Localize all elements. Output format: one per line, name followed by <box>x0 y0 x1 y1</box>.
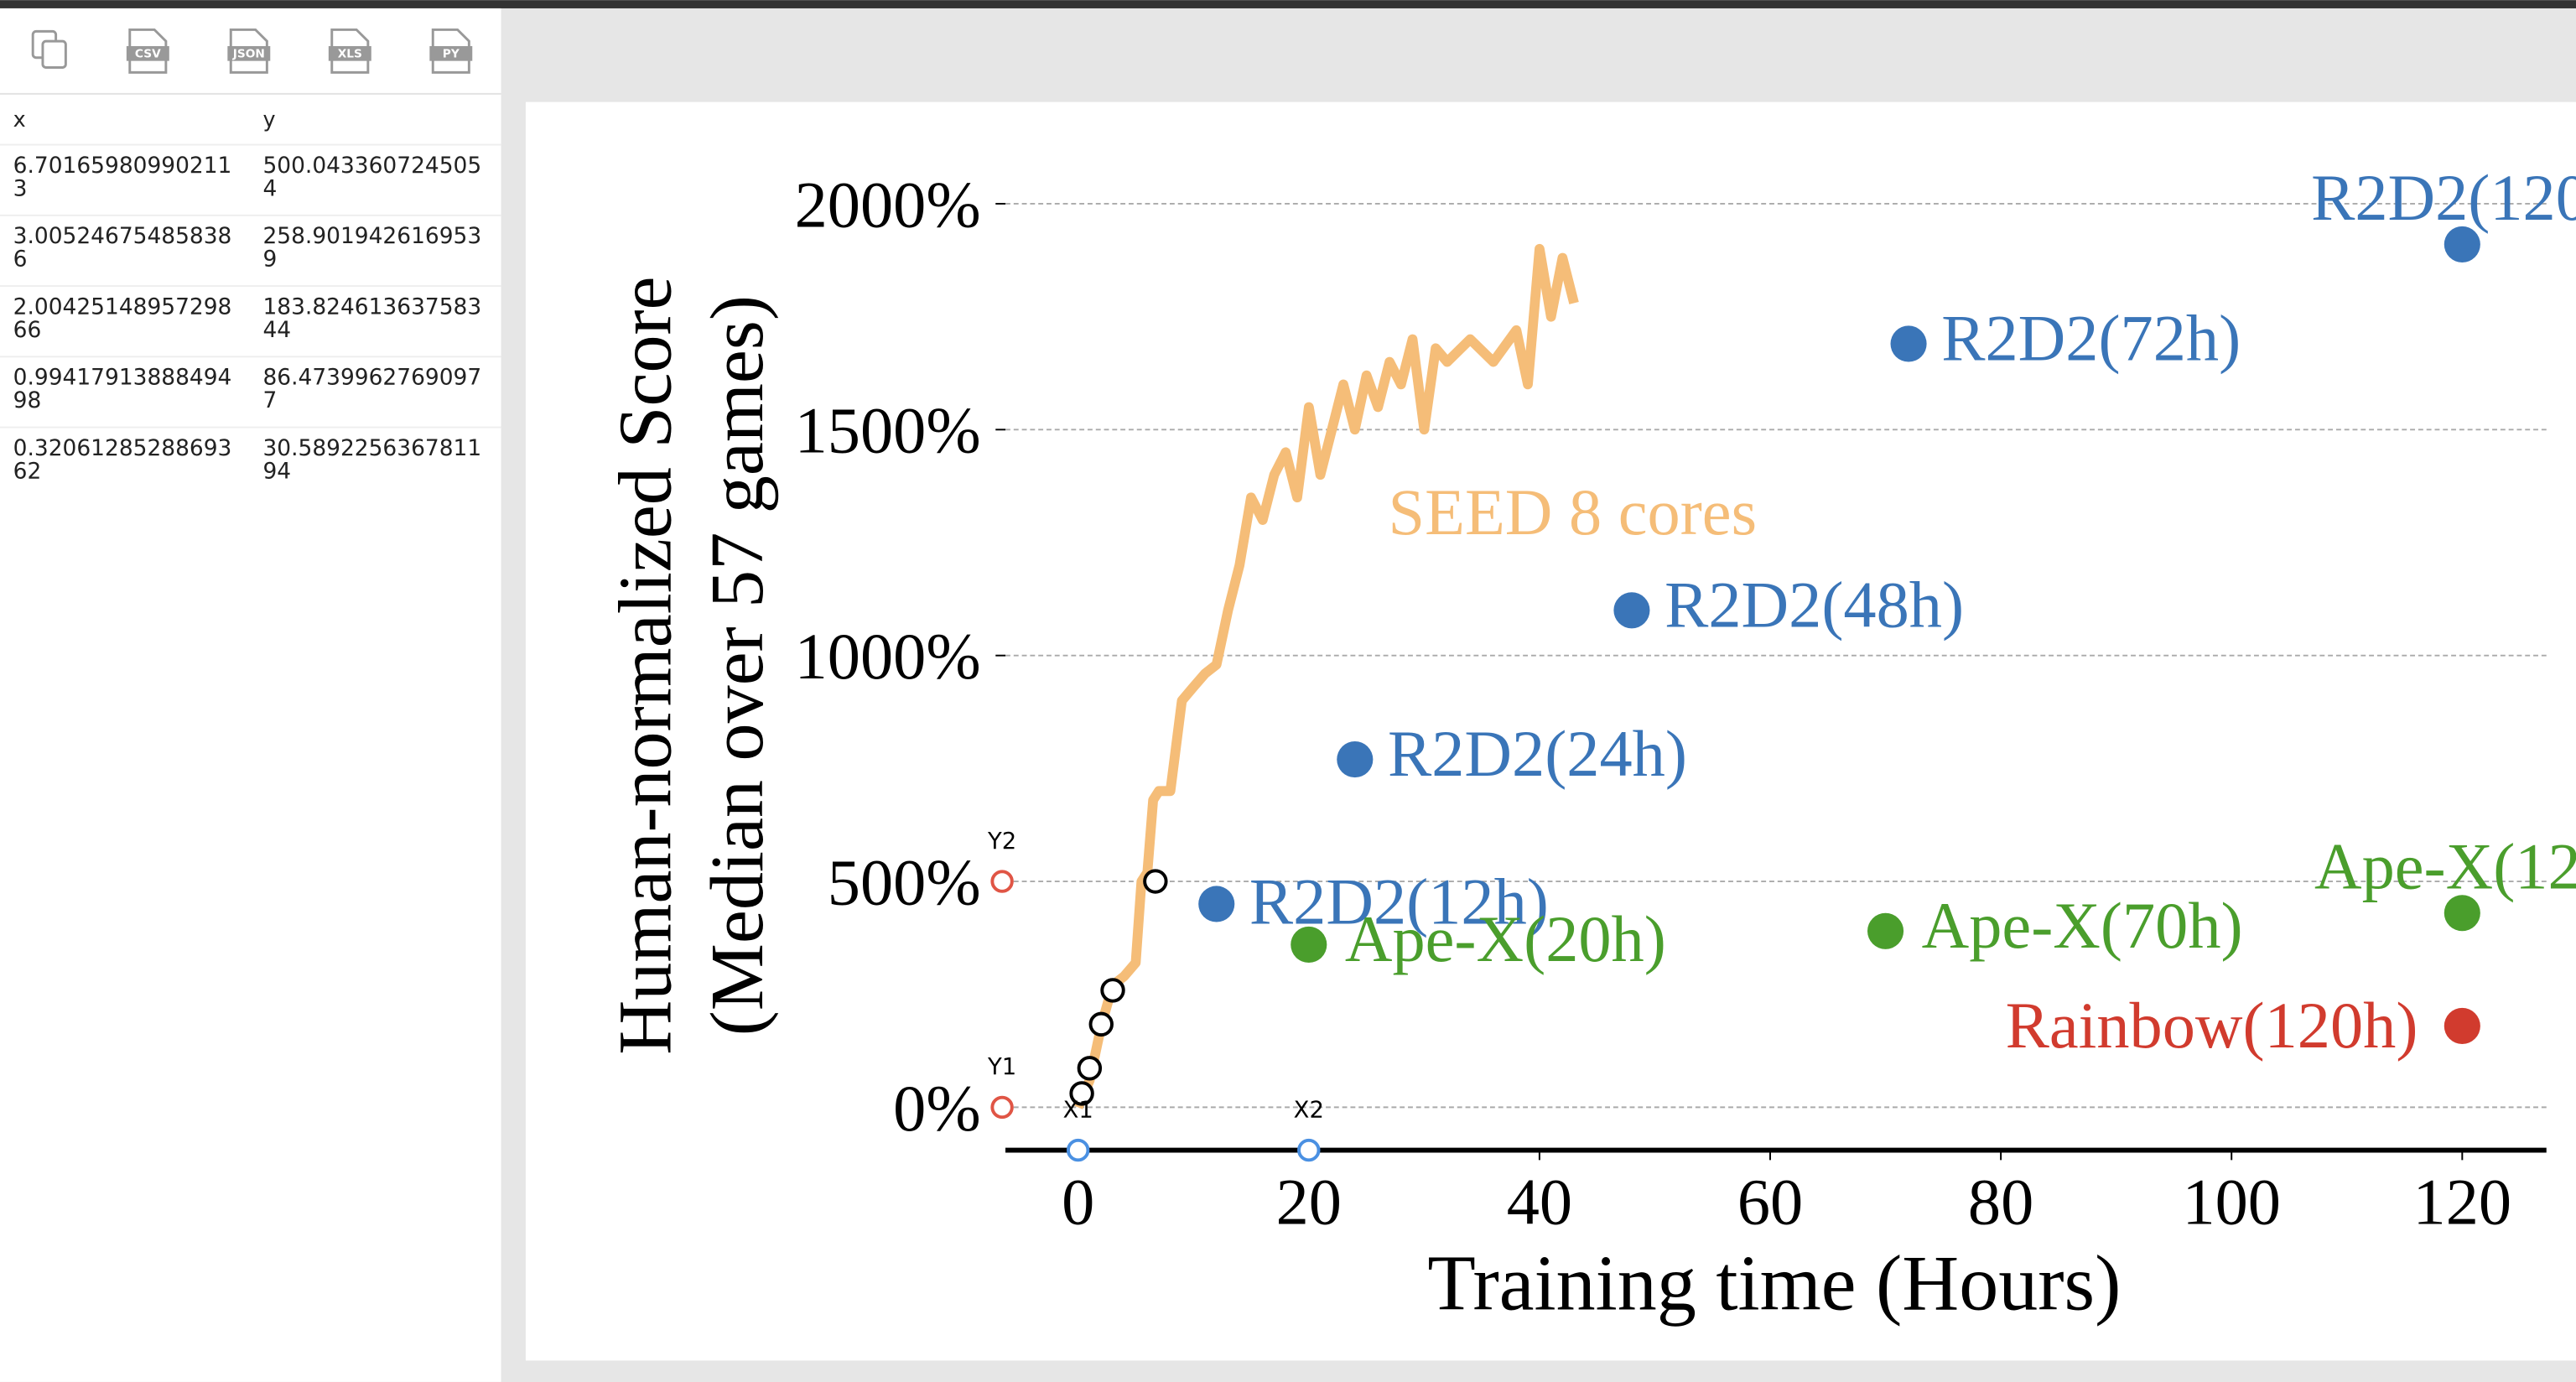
calibration-label: X2 <box>1294 1097 1324 1123</box>
cell: 30.5892256367811 94 <box>262 435 481 484</box>
data-point <box>1890 325 1927 362</box>
cell: 183.824613637583 44 <box>262 294 481 342</box>
cell: 0.99417913888494 98 <box>13 365 232 413</box>
calibration-label: Y2 <box>987 829 1016 855</box>
data-point <box>1613 592 1650 629</box>
digitized-point <box>1088 1011 1114 1037</box>
y-tick-label: 1500% <box>795 394 981 467</box>
data-point <box>1198 886 1235 922</box>
column-header: x <box>13 107 26 132</box>
calibration-point <box>1297 1138 1321 1162</box>
digitized-point <box>1143 869 1168 894</box>
calibration-label: Y1 <box>987 1054 1016 1080</box>
file-icon-band <box>227 46 271 61</box>
calibration-point <box>990 870 1014 893</box>
y-tick-label: 1000% <box>795 620 981 693</box>
column-header: y <box>262 107 275 132</box>
data-point <box>1867 912 1904 949</box>
point-label: Ape-X(20h) <box>1345 902 1666 975</box>
cell: 258.901942616953 9 <box>262 223 481 272</box>
digitized-point <box>1077 1056 1103 1081</box>
data-point <box>1337 741 1374 778</box>
calibration-label: X1 <box>1063 1097 1093 1123</box>
export-label: PY <box>443 48 460 61</box>
cell: 3.00524675485838 6 <box>13 223 232 272</box>
file-icon-band <box>429 46 473 61</box>
point-label: Rainbow(120h) <box>2006 989 2418 1062</box>
y-tick-label: 0% <box>893 1072 980 1145</box>
data-table: x y 6.70165980990211 3 500.043360724505 4 3.00… <box>0 107 501 484</box>
point-label: R2D2(120h) <box>2311 161 2576 234</box>
cell: 2.00425148957298 66 <box>13 294 232 342</box>
x-tick-label: 60 <box>1737 1166 1803 1239</box>
export-button[interactable]: JSON <box>227 28 271 74</box>
export-label: CSV <box>135 48 161 61</box>
x-tick-label: 100 <box>2182 1166 2281 1239</box>
y-axis-title: (Median over 57 games) <box>696 295 779 1036</box>
y-tick-label: 2000% <box>795 168 981 241</box>
calibration-point <box>1066 1138 1090 1162</box>
point-label: R2D2(24h) <box>1388 717 1687 790</box>
cell: 6.70165980990211 3 <box>13 153 232 201</box>
digitized-point <box>1100 978 1125 1003</box>
point-label: R2D2(48h) <box>1665 568 1964 641</box>
export-button[interactable]: PY <box>429 28 473 74</box>
plot: 0% 500% 1000% 1500% 2000% 0 20 40 60 80 100 120 Trai… <box>604 161 2576 1327</box>
toolbar: CSV JSON XLS PY <box>126 28 473 74</box>
side-panel <box>0 8 501 1382</box>
export-label: XLS <box>338 48 362 61</box>
file-icon-band <box>126 46 169 61</box>
data-point <box>2444 1007 2480 1044</box>
top-bar <box>0 0 2576 8</box>
cell: 86.4739962769097 7 <box>262 365 481 413</box>
x-axis-title: Training time (Hours) <box>1427 1240 2121 1327</box>
y-tick-label: 500% <box>828 845 981 918</box>
data-point <box>1291 926 1327 964</box>
point-label: Ape-X(120h) <box>2314 829 2576 902</box>
point-label: R2D2(72h) <box>1941 302 2241 375</box>
copy-icon-front <box>41 39 67 69</box>
point-label: Ape-X(70h) <box>1922 889 2243 962</box>
x-tick-label: 40 <box>1507 1166 1572 1239</box>
export-button[interactable]: XLS <box>328 28 371 74</box>
export-label: JSON <box>232 48 265 61</box>
export-button[interactable]: CSV <box>126 28 169 74</box>
x-tick-label: 80 <box>1968 1166 2033 1239</box>
file-icon-band <box>328 46 371 61</box>
cell: 500.043360724505 4 <box>262 153 481 201</box>
calibration-point <box>990 1095 1014 1120</box>
x-tick-label: 0 <box>1062 1166 1094 1239</box>
data-point <box>2444 895 2480 932</box>
y-axis-title: Human-normalized Score <box>604 276 687 1054</box>
copy-button[interactable] <box>31 29 67 69</box>
series-label: SEED 8 cores <box>1389 475 1758 548</box>
digitized-point <box>1069 1081 1094 1106</box>
x-tick-label: 120 <box>2413 1166 2512 1239</box>
data-point <box>2444 226 2480 262</box>
cell: 0.32061285288693 62 <box>13 435 232 484</box>
x-tick-label: 20 <box>1276 1166 1342 1239</box>
point-label: R2D2(12h) <box>1249 865 1549 938</box>
